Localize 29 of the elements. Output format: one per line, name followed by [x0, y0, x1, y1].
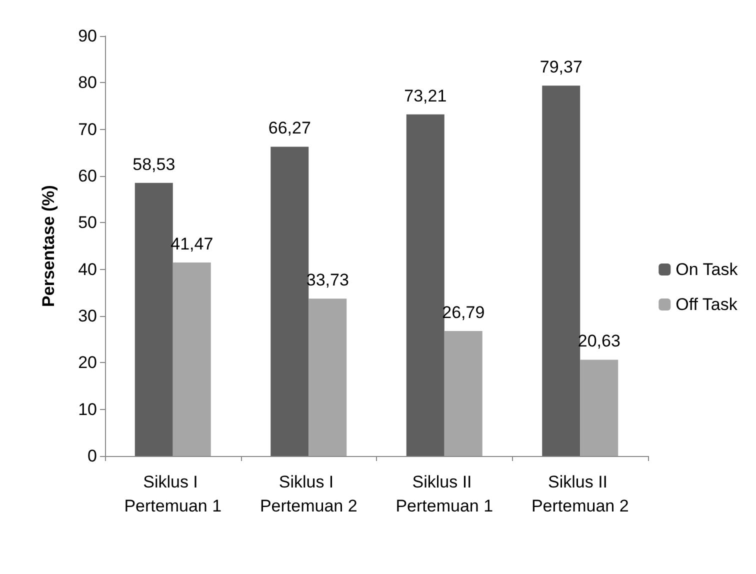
bar [406, 114, 444, 456]
y-tick-label: 20 [78, 353, 97, 372]
bar [542, 86, 580, 456]
x-tick-label: Siklus I Pertemuan 2 [260, 472, 358, 516]
y-tick-label: 80 [78, 73, 97, 92]
data-label: 73,21 [404, 86, 447, 106]
bar [444, 330, 482, 456]
bar [308, 298, 347, 456]
y-tick-label: 10 [78, 400, 97, 419]
y-axis-title: Persentase (%) [39, 185, 58, 307]
y-tick-label: 60 [78, 166, 97, 186]
bar [172, 262, 211, 456]
legend-label: Off Task [676, 295, 738, 314]
x-tick-label: Siklus II Pertemuan 2 [531, 472, 629, 516]
y-tick-label: 40 [78, 260, 97, 279]
legend-label: On Task [676, 260, 738, 279]
data-label: 58,53 [132, 154, 176, 174]
bar [270, 146, 309, 456]
x-tick-label: Siklus II Pertemuan 1 [396, 472, 494, 516]
x-tick-label: Siklus I Pertemuan 1 [124, 472, 222, 516]
bar [134, 182, 173, 456]
y-tick-label: 90 [78, 26, 97, 46]
data-label: 79,37 [540, 58, 582, 77]
y-tick-label: 50 [78, 213, 97, 232]
bar [580, 360, 618, 456]
y-tick-label: 0 [88, 446, 97, 466]
y-tick-label: 70 [78, 120, 97, 139]
data-label: 66,27 [268, 118, 311, 138]
y-tick-label: 30 [78, 306, 97, 326]
